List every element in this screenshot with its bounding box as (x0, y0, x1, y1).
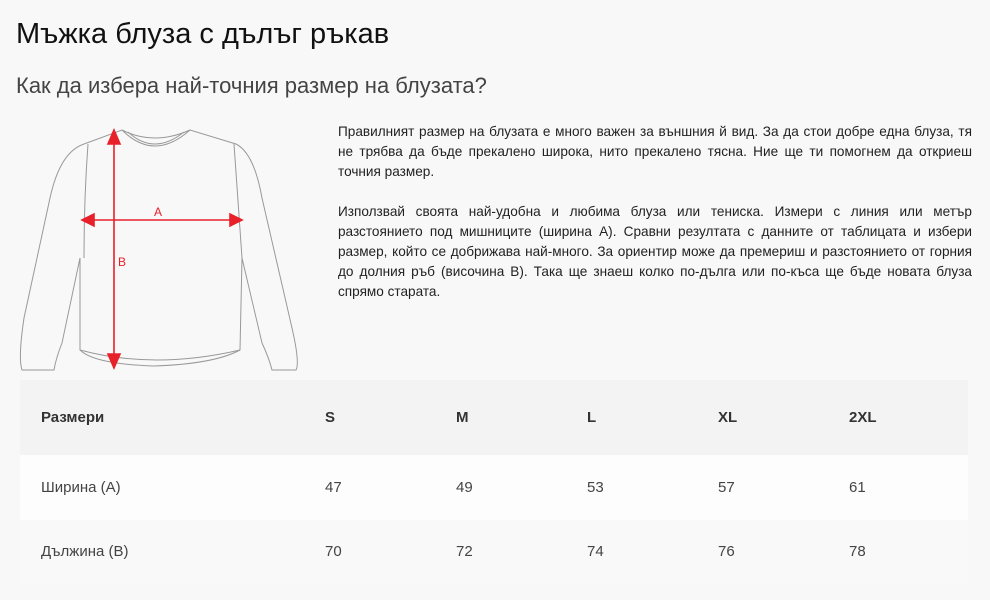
table-header-row: Размери S M L XL 2XL (20, 380, 968, 455)
page-subtitle: Как да избера най-точния размер на блуза… (16, 73, 487, 98)
cell: 74 (587, 543, 604, 560)
size-table: Размери S M L XL 2XL Ширина (А) 47 49 53… (20, 380, 968, 583)
shirt-outline (19, 129, 298, 371)
label-a: A (154, 205, 162, 219)
table-row: Ширина (А) 47 49 53 57 61 (20, 455, 968, 520)
header-s: S (325, 409, 336, 426)
size-description: Правилният размер на блузата е много важ… (338, 122, 972, 322)
cell: 57 (718, 479, 735, 496)
cell: 53 (587, 479, 604, 496)
table-row: Дължина (В) 70 72 74 76 78 (20, 520, 968, 583)
page-title: Мъжка блуза с дълъг ръкав (16, 18, 390, 50)
cell: 61 (849, 479, 866, 496)
row-label: Ширина (А) (41, 479, 121, 496)
row-label: Дължина (В) (41, 543, 129, 560)
header-2xl: 2XL (849, 409, 877, 426)
cell: 49 (456, 479, 473, 496)
header-m: M (456, 409, 469, 426)
cell: 76 (718, 543, 735, 560)
description-paragraph: Правилният размер на блузата е много важ… (338, 124, 972, 179)
shirt-measurement-illustration: A B (19, 127, 298, 371)
header-sizes: Размери (41, 409, 105, 426)
cell: 47 (325, 479, 342, 496)
header-xl: XL (718, 409, 738, 426)
cell: 78 (849, 543, 866, 560)
cell: 70 (325, 543, 342, 560)
header-l: L (587, 409, 597, 426)
description-paragraph: Използвай своята най-удобна и любима блу… (338, 204, 972, 299)
cell: 72 (456, 543, 473, 560)
label-b: B (118, 255, 126, 269)
